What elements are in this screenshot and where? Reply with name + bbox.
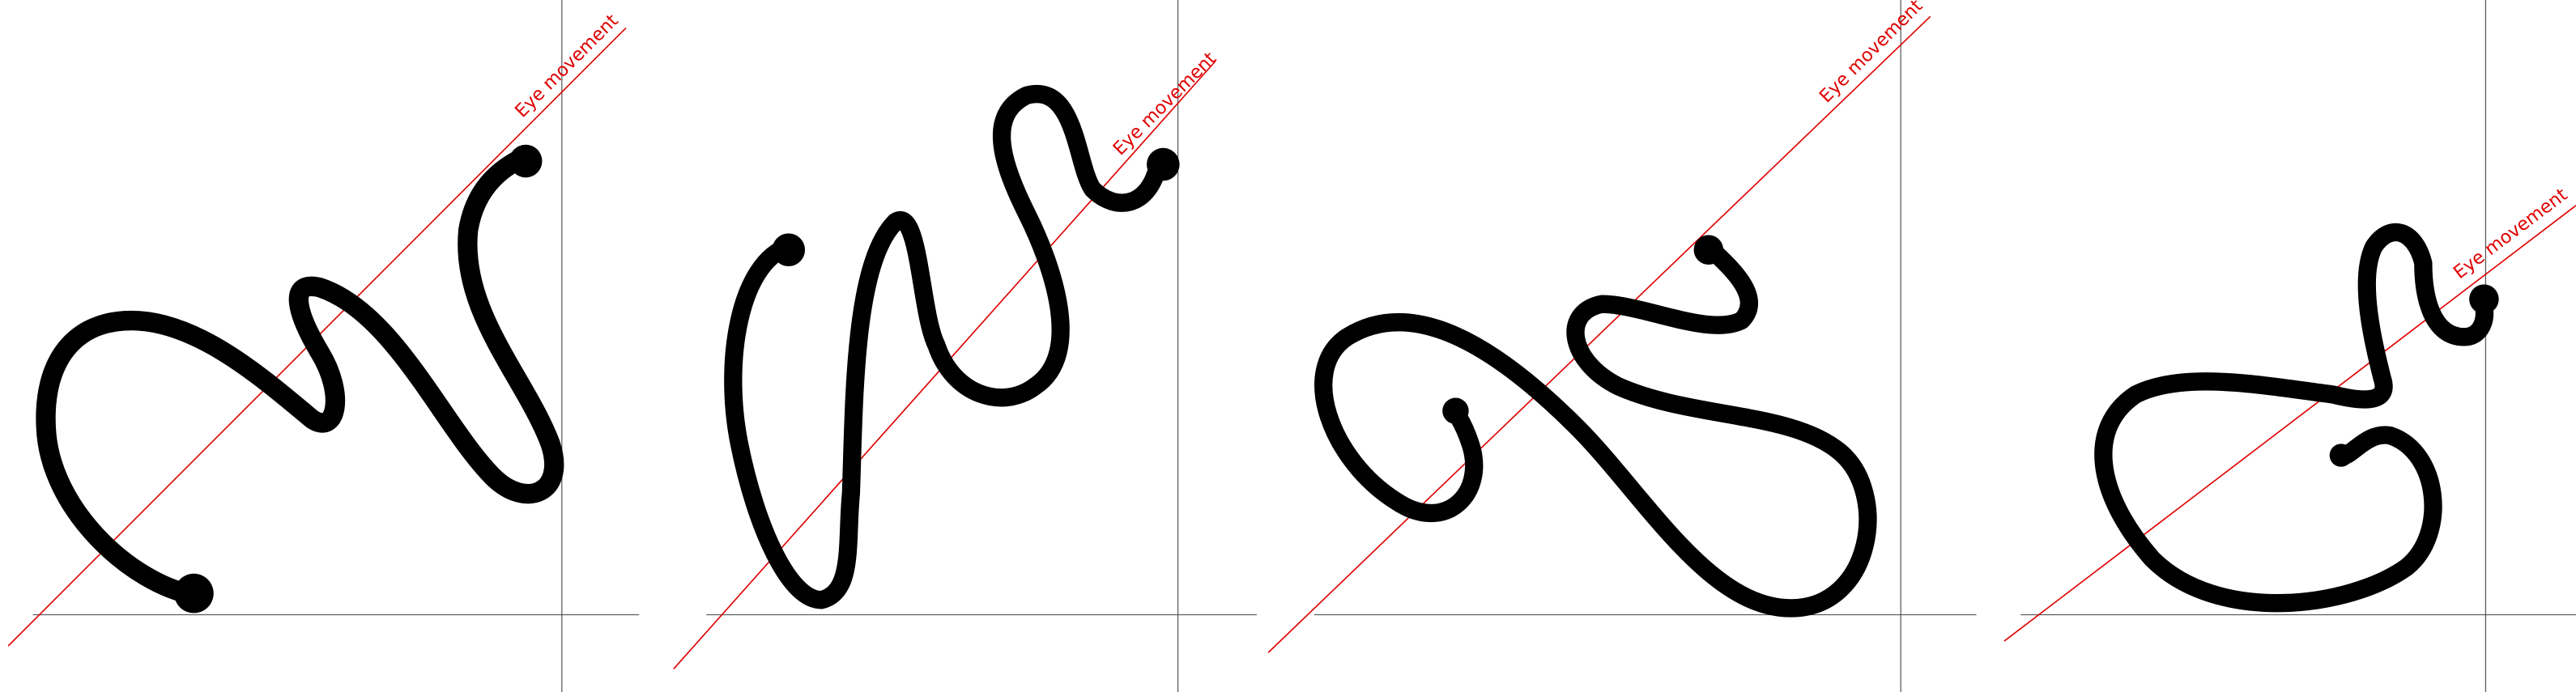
eye-movement-label: Eye movement <box>1816 0 1927 107</box>
terminal <box>772 233 806 267</box>
terminal <box>509 144 543 178</box>
glyph <box>1314 237 1877 618</box>
glyph <box>2094 223 2494 613</box>
terminal <box>2469 284 2499 314</box>
panel: Eye movement <box>7 0 640 692</box>
terminal <box>1147 147 1180 181</box>
terminal <box>174 573 214 613</box>
eye-movement-label: Eye movement <box>2450 184 2572 283</box>
panel: Eye movement <box>673 0 1257 692</box>
eye-movement-label: Eye movement <box>511 10 623 121</box>
terminal <box>2329 444 2353 467</box>
glyph <box>724 84 1168 609</box>
panel: Eye movement <box>2003 0 2576 692</box>
eye-line <box>1267 15 1931 653</box>
terminal <box>1693 235 1724 265</box>
eye-line <box>2003 205 2576 642</box>
glyph <box>36 146 564 605</box>
terminal <box>1442 397 1469 424</box>
eye-movement-label: Eye movement <box>1109 48 1220 159</box>
panel: Eye movement <box>1267 0 1977 692</box>
